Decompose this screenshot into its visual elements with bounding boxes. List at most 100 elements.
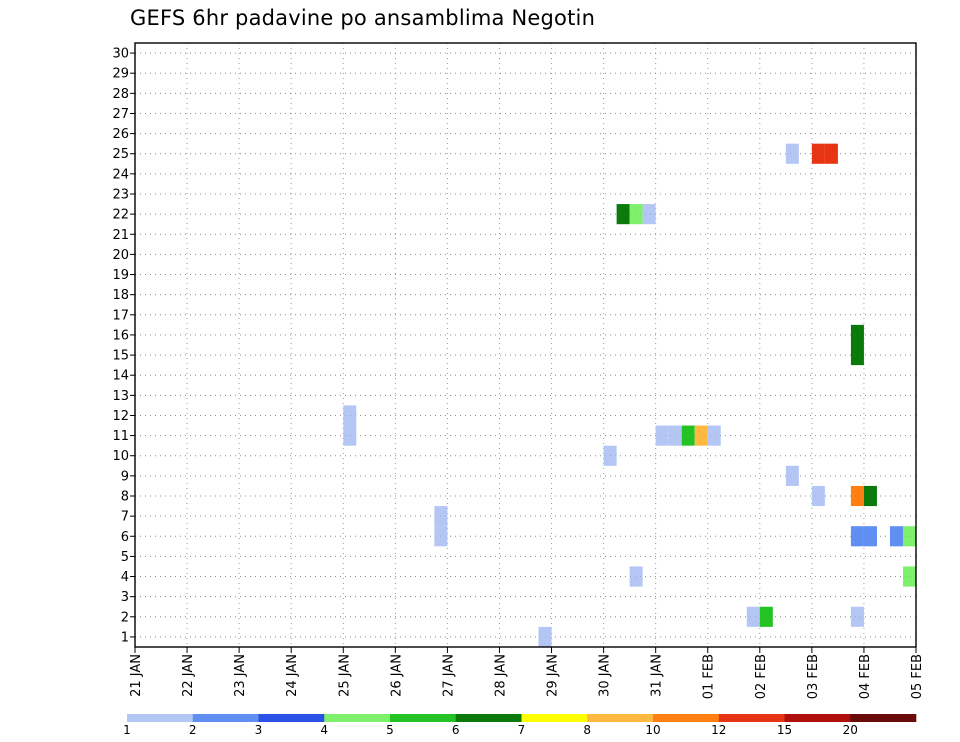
y-tick-label: 16 xyxy=(112,328,129,343)
colorbar-segment xyxy=(192,714,259,722)
colorbar-label: 20 xyxy=(843,723,858,737)
colorbar-segment xyxy=(718,714,785,722)
x-tick-label: 25 JAN xyxy=(337,654,352,697)
colorbar-label: 3 xyxy=(255,723,263,737)
colorbar-segment xyxy=(784,714,851,722)
y-tick-label: 3 xyxy=(121,590,129,605)
precip-cell xyxy=(694,425,708,446)
y-tick-label: 27 xyxy=(112,107,129,122)
colorbar-segment xyxy=(850,714,917,722)
colorbar-segment xyxy=(127,714,194,722)
precip-cell xyxy=(616,204,630,225)
y-tick-label: 8 xyxy=(121,490,129,505)
precip-cell xyxy=(707,425,721,446)
colorbar-segment xyxy=(455,714,522,722)
y-tick-label: 11 xyxy=(112,429,129,444)
colorbar-label: 10 xyxy=(645,723,660,737)
colorbar-label: 6 xyxy=(452,723,460,737)
precip-cell xyxy=(681,425,695,446)
x-tick-label: 27 JAN xyxy=(441,654,456,697)
cells-layer xyxy=(135,52,916,647)
y-tick-label: 21 xyxy=(112,228,129,243)
colorbar-segment xyxy=(521,714,588,722)
precip-cell xyxy=(343,405,357,426)
colorbar-label: 8 xyxy=(583,723,591,737)
precip-cell xyxy=(629,566,643,587)
precip-cell xyxy=(889,526,903,547)
colorbar-segment xyxy=(390,714,457,722)
y-tick-label: 23 xyxy=(112,188,129,203)
y-tick-label: 19 xyxy=(112,268,129,283)
colorbar-label: 15 xyxy=(777,723,792,737)
y-tick-label: 30 xyxy=(112,47,129,62)
colorbar-label: 7 xyxy=(518,723,526,737)
colorbar-label: 5 xyxy=(386,723,394,737)
precip-cell xyxy=(902,526,916,547)
colorbar-label: 4 xyxy=(320,723,328,737)
colorbar-segment xyxy=(653,714,720,722)
precip-cell xyxy=(824,143,838,164)
precip-cell xyxy=(785,143,799,164)
colorbar-label: 12 xyxy=(711,723,726,737)
colorbar-layer: 1 2 3 4 5 6 7 8 10 12 15 20 xyxy=(123,714,917,737)
y-tick-label: 2 xyxy=(121,610,129,625)
chart-title: GEFS 6hr padavine po ansamblima Negotin xyxy=(130,6,596,30)
y-tick-label: 14 xyxy=(112,369,129,384)
colorbar-label: 2 xyxy=(189,723,197,737)
x-tick-label: 26 JAN xyxy=(389,654,404,697)
precip-cell xyxy=(629,204,643,225)
precip-cell xyxy=(811,143,825,164)
y-tick-label: 22 xyxy=(112,208,129,223)
y-tick-label: 12 xyxy=(112,409,129,424)
y-tick-label: 25 xyxy=(112,147,129,162)
precip-cell xyxy=(902,566,916,587)
colorbar-segment xyxy=(258,714,325,722)
y-tick-label: 29 xyxy=(112,67,129,82)
plot-frame xyxy=(134,42,917,648)
colorbar-segment xyxy=(324,714,391,722)
precip-cell xyxy=(746,606,760,627)
y-tick-label: 17 xyxy=(112,308,129,323)
precip-cell xyxy=(850,324,864,345)
y-tick-label: 4 xyxy=(121,570,129,585)
precip-cell xyxy=(850,485,864,507)
y-tick-label: 5 xyxy=(121,550,129,565)
x-tick-label: 02 FEB xyxy=(754,654,769,699)
y-tick-label: 6 xyxy=(121,530,129,545)
x-tick-label: 22 JAN xyxy=(181,654,196,697)
precip-cell xyxy=(850,526,864,547)
y-tick-label: 18 xyxy=(112,288,129,303)
x-tick-label: 21 JAN xyxy=(129,654,144,697)
x-tick-label: 23 JAN xyxy=(233,654,248,697)
y-tick-label: 28 xyxy=(112,87,129,102)
x-tick-label: 29 JAN xyxy=(546,654,561,697)
y-tick-label: 26 xyxy=(112,127,129,142)
colorbar-label: 1 xyxy=(123,723,131,737)
precip-cell xyxy=(785,465,799,486)
x-tick-label: 01 FEB xyxy=(702,654,717,699)
x-tick-label: 05 FEB xyxy=(910,654,925,699)
precip-cell xyxy=(642,204,656,225)
y-tick-label: 7 xyxy=(121,510,129,525)
x-tick-label: 30 JAN xyxy=(598,654,613,697)
y-tick-label: 13 xyxy=(112,389,129,404)
x-tick-label: 24 JAN xyxy=(285,654,300,697)
x-tick-label: 04 FEB xyxy=(858,654,873,699)
precip-cell xyxy=(811,485,825,507)
precip-cell xyxy=(759,606,773,627)
y-tick-label: 15 xyxy=(112,349,129,364)
y-tick-label: 9 xyxy=(121,469,129,484)
y-tick-label: 10 xyxy=(112,449,129,464)
x-tick-label: 28 JAN xyxy=(493,654,508,697)
precip-cell xyxy=(850,345,864,366)
precip-cell xyxy=(655,425,669,446)
x-tick-label: 03 FEB xyxy=(806,654,821,699)
y-tick-label: 24 xyxy=(112,167,129,182)
x-tick-label: 31 JAN xyxy=(650,654,665,697)
y-tick-label: 20 xyxy=(112,248,129,263)
colorbar-segment xyxy=(587,714,654,722)
precip-cell xyxy=(343,425,357,446)
axes-layer: 1234567891011121314151617181920212223242… xyxy=(112,42,925,699)
y-tick-label: 1 xyxy=(121,630,129,645)
